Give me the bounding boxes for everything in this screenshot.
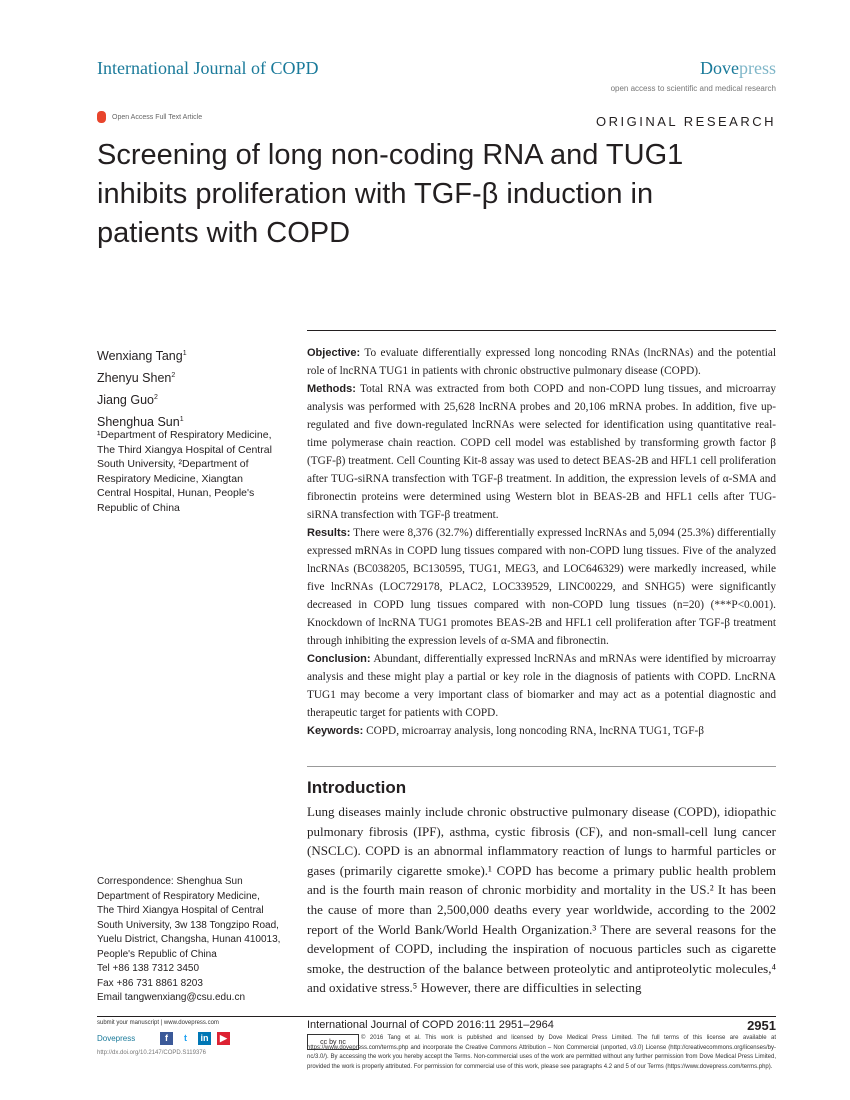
- publisher-b: press: [739, 58, 776, 78]
- youtube-icon[interactable]: ▶: [217, 1032, 230, 1045]
- affiliations: ¹Department of Respiratory Medicine, The…: [97, 429, 272, 514]
- social-links: f t in ▶: [160, 1032, 230, 1045]
- journal-citation: International Journal of COPD 2016:11 29…: [307, 1019, 554, 1031]
- author: Jiang Guo2: [97, 393, 158, 408]
- dovepress-footer-logo: Dovepress: [97, 1034, 136, 1043]
- open-access-label: Open Access Full Text Article: [97, 111, 202, 123]
- correspondence: Correspondence: Shenghua Sun Department o…: [97, 875, 282, 1006]
- divider: [307, 766, 776, 767]
- abstract-results: Results: There were 8,376 (32.7%) differ…: [307, 527, 776, 647]
- article-type: ORIGINAL RESEARCH: [596, 114, 776, 129]
- abstract-objective: Objective: To evaluate differentially ex…: [307, 347, 776, 377]
- abstract: Objective: To evaluate differentially ex…: [307, 344, 776, 740]
- page-number: 2951: [747, 1018, 776, 1033]
- doi-link[interactable]: http://dx.doi.org/10.2147/COPD.S119376: [97, 1050, 206, 1056]
- introduction-text: Lung diseases mainly include chronic obs…: [307, 804, 776, 996]
- cc-license-icon[interactable]: cc by nc: [307, 1034, 359, 1050]
- section-heading: Introduction: [307, 778, 407, 797]
- abstract-methods: Methods: Total RNA was extracted from bo…: [307, 383, 776, 521]
- journal-name: International Journal of COPD: [97, 58, 319, 78]
- abstract-conclusion: Conclusion: Abundant, differentially exp…: [307, 653, 776, 719]
- email-link[interactable]: Email tangwenxiang@csu.edu.cn: [97, 992, 246, 1003]
- divider: [307, 330, 776, 331]
- open-access-text: Open Access Full Text Article: [112, 113, 203, 121]
- license-text: © 2016 Tang et al. This work is publishe…: [307, 1035, 776, 1070]
- open-access-icon: [97, 111, 106, 123]
- author: Wenxiang Tang1: [97, 349, 187, 364]
- article-title: Screening of long non-coding RNA and TUG…: [97, 139, 684, 249]
- publisher-a: Dove: [700, 58, 739, 78]
- authors: Wenxiang Tang1 Zhenyu Shen2 Jiang Guo2 S…: [97, 344, 187, 433]
- divider: [97, 1016, 776, 1017]
- author: Shenghua Sun1: [97, 415, 184, 430]
- linkedin-icon[interactable]: in: [198, 1032, 211, 1045]
- submit-link[interactable]: submit your manuscript | www.dovepress.c…: [97, 1020, 219, 1026]
- facebook-icon[interactable]: f: [160, 1032, 173, 1045]
- abstract-keywords: Keywords: COPD, microarray analysis, lon…: [307, 725, 705, 737]
- tagline: open access to scientific and medical re…: [610, 84, 776, 93]
- twitter-icon[interactable]: t: [179, 1032, 192, 1045]
- publisher-logo: Dovepress: [700, 58, 776, 79]
- author: Zhenyu Shen2: [97, 371, 176, 386]
